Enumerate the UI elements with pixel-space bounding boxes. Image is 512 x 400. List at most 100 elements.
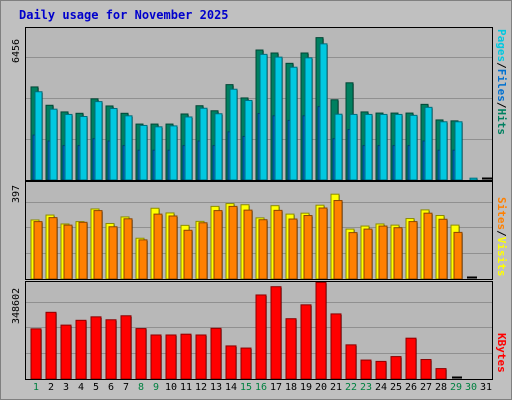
sites-legend: Sites/Visits bbox=[495, 197, 508, 277]
sites-bar bbox=[303, 215, 313, 279]
pages-bar bbox=[109, 107, 118, 180]
kbytes-bar bbox=[60, 324, 72, 379]
kbytes-legend: KBytes bbox=[495, 333, 508, 373]
day-tick-label: 18 bbox=[284, 382, 298, 393]
day-tick-label: 13 bbox=[209, 382, 223, 393]
pages-bar bbox=[454, 121, 463, 180]
day-tick-label: 10 bbox=[164, 382, 178, 393]
legend-visits: Visits bbox=[495, 236, 508, 277]
sites-bar bbox=[228, 205, 238, 279]
day-tick-label: 6 bbox=[107, 382, 115, 393]
pages-bar bbox=[334, 113, 343, 180]
pages-bar bbox=[424, 106, 433, 180]
legend-sep: / bbox=[495, 101, 508, 109]
day-tick-label: 11 bbox=[179, 382, 193, 393]
pages-bar bbox=[364, 113, 373, 180]
sites-panel bbox=[25, 181, 493, 280]
kbytes-bar bbox=[240, 347, 252, 379]
pages-bar bbox=[124, 115, 133, 180]
sites-bar bbox=[183, 229, 193, 279]
day-tick-label: 8 bbox=[137, 382, 145, 393]
kbytes-bar bbox=[30, 328, 42, 379]
sites-bar bbox=[318, 207, 328, 279]
pages-bar bbox=[49, 108, 58, 180]
pages-bar bbox=[379, 113, 388, 180]
kbytes-bar bbox=[435, 368, 447, 379]
kbytes-bar bbox=[390, 356, 402, 379]
hits-ymax-label: 6456 bbox=[11, 38, 22, 63]
pages-bar bbox=[79, 115, 88, 180]
pages-bar bbox=[154, 126, 163, 180]
kbytes-bar bbox=[405, 337, 417, 379]
kbytes-plot bbox=[26, 282, 492, 379]
day-tick-label: 16 bbox=[254, 382, 268, 393]
kbytes-ymax-label: 348602 bbox=[11, 287, 22, 324]
pages-bar bbox=[139, 124, 148, 180]
hits-panel bbox=[25, 27, 493, 181]
pages-bar bbox=[34, 91, 43, 180]
day-tick-label: 30 bbox=[464, 382, 478, 393]
kbytes-bar bbox=[420, 359, 432, 379]
sites-bar bbox=[78, 221, 88, 279]
legend-sep: / bbox=[495, 230, 508, 237]
day-tick-label: 24 bbox=[374, 382, 388, 393]
sites-bar bbox=[93, 210, 103, 279]
pages-bar bbox=[289, 66, 298, 180]
kbytes-bar bbox=[255, 294, 267, 379]
day-tick-label: 14 bbox=[224, 382, 238, 393]
sites-bar bbox=[198, 222, 208, 279]
sites-bar bbox=[333, 200, 343, 279]
kbytes-bar bbox=[330, 313, 342, 379]
day-tick-label: 25 bbox=[389, 382, 403, 393]
kbytes-bar bbox=[120, 315, 132, 379]
day-tick-label: 21 bbox=[329, 382, 343, 393]
day-tick-label: 7 bbox=[122, 382, 130, 393]
day-tick-label: 15 bbox=[239, 382, 253, 393]
day-tick-label: 9 bbox=[152, 382, 160, 393]
kbytes-bar bbox=[195, 334, 207, 379]
pages-bar bbox=[94, 101, 103, 180]
kbytes-bar bbox=[300, 304, 312, 379]
pages-bar bbox=[64, 113, 73, 180]
sites-bar bbox=[48, 217, 58, 279]
kbytes-bar bbox=[135, 328, 147, 379]
pages-bar bbox=[244, 99, 253, 180]
kbytes-bar bbox=[150, 334, 162, 379]
sites-bar bbox=[438, 218, 448, 279]
kbytes-bar bbox=[165, 334, 177, 379]
sites-bar bbox=[33, 221, 43, 279]
sites-ymax-label: 397 bbox=[11, 184, 22, 203]
sites-bar bbox=[453, 231, 463, 279]
kbytes-bar bbox=[345, 344, 357, 379]
kbytes-bar bbox=[45, 311, 57, 379]
kbytes-panel bbox=[25, 281, 493, 380]
pages-bar bbox=[214, 113, 223, 180]
sites-bar bbox=[168, 215, 178, 279]
day-tick-label: 26 bbox=[404, 382, 418, 393]
sites-bar bbox=[63, 224, 73, 279]
day-tick-label: 28 bbox=[434, 382, 448, 393]
pages-bar bbox=[229, 88, 238, 180]
sites-bar bbox=[288, 218, 298, 279]
pages-bar bbox=[409, 114, 418, 180]
kbytes-bar bbox=[75, 319, 87, 379]
legend-pages: Pages bbox=[495, 29, 508, 63]
pages-bar bbox=[394, 113, 403, 180]
kbytes-bar bbox=[315, 282, 327, 379]
day-tick-label: 1 bbox=[32, 382, 40, 393]
kbytes-bar bbox=[285, 318, 297, 379]
pages-bar bbox=[349, 113, 358, 180]
legend-sep: / bbox=[495, 62, 508, 69]
pages-bar bbox=[469, 177, 478, 180]
legend-files: Files bbox=[495, 68, 508, 102]
kbytes-bar bbox=[90, 316, 102, 379]
sites-bar bbox=[123, 218, 133, 279]
kbytes-bar bbox=[105, 319, 117, 379]
day-tick-label: 17 bbox=[269, 382, 283, 393]
kbytes-bar bbox=[225, 345, 237, 379]
pages-bar bbox=[184, 116, 193, 180]
sites-bar bbox=[423, 212, 433, 279]
kbytes-bar bbox=[375, 360, 387, 379]
legend-sites: Sites bbox=[495, 197, 508, 231]
